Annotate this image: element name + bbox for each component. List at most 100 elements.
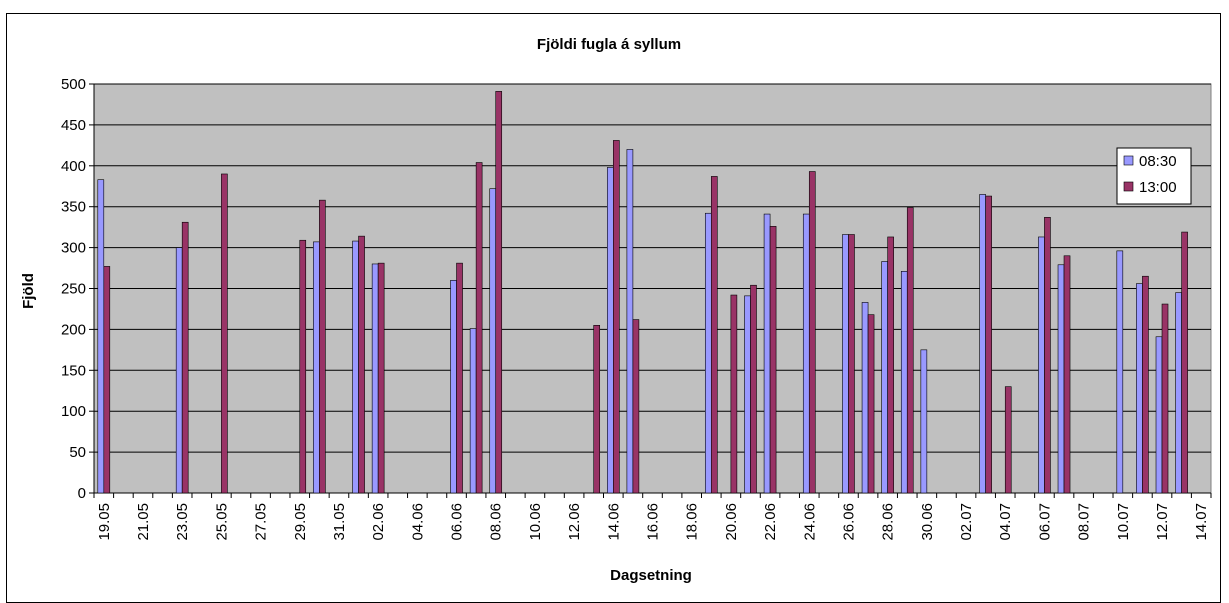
x-tick-label: 10.06 [527, 503, 544, 541]
y-tick-label: 500 [61, 76, 86, 93]
bar-1300-22.06 [769, 226, 777, 494]
y-tick-label: 100 [61, 403, 86, 420]
bar-0830-21.06 [744, 295, 751, 494]
x-tick-label: 23.05 [174, 503, 191, 541]
x-tick-label: 22.06 [762, 503, 779, 541]
bar-0830-07.06 [469, 328, 477, 494]
y-axis-title: Fjöld [20, 273, 37, 309]
bar-0830-19.06 [704, 212, 712, 494]
bar-1300-06.06 [456, 262, 463, 494]
x-tick-label: 24.06 [801, 503, 818, 541]
bar-0830-02.06 [371, 263, 379, 494]
bar-1300-23.05 [181, 221, 189, 494]
y-tick-label: 0 [78, 485, 86, 502]
bar-0830-08.06 [489, 188, 497, 494]
bar-1300-19.05 [103, 266, 111, 494]
bar-1300-27.06 [867, 314, 875, 494]
x-tick-label: 21.05 [135, 503, 152, 541]
bar-1300-03.07 [985, 195, 992, 494]
chart-title: Fjöldi fugla á syllum [537, 36, 681, 53]
bar-1300-15.06 [632, 319, 640, 494]
bar-1300-26.06 [848, 234, 855, 494]
x-tick-label: 12.07 [1154, 503, 1171, 541]
y-tick-label: 300 [61, 240, 86, 257]
x-tick-label: 04.07 [997, 503, 1014, 541]
y-tick-label: 450 [61, 117, 86, 134]
bar-0830-10.07 [1116, 250, 1124, 494]
legend-swatch-1300 [1123, 181, 1134, 192]
bar-1300-20.06 [730, 294, 738, 494]
bar-0830-03.07 [979, 194, 986, 494]
x-tick-label: 02.06 [370, 503, 387, 541]
bar-1300-28.06 [887, 236, 894, 494]
bar-1300-29.06 [906, 207, 914, 494]
x-tick-label: 19.05 [96, 503, 113, 541]
legend-label-0830: 08:30 [1139, 153, 1177, 170]
x-tick-label: 10.07 [1115, 503, 1132, 541]
bar-0830-15.06 [626, 149, 634, 494]
bar-1300-14.06 [613, 140, 620, 494]
x-tick-label: 02.07 [958, 503, 975, 541]
bar-1300-19.06 [710, 176, 718, 494]
bar-0830-26.06 [842, 234, 849, 494]
bar-1300-21.06 [750, 284, 757, 494]
bar-0830-06.07 [1038, 236, 1045, 494]
bar-0830-01.06 [352, 240, 359, 494]
bar-1300-06.07 [1044, 217, 1051, 494]
bar-0830-22.06 [763, 213, 771, 494]
bar-1300-12.07 [1161, 303, 1169, 494]
x-tick-label: 27.05 [253, 503, 270, 541]
bar-0830-30.06 [920, 349, 928, 494]
x-tick-label: 06.07 [1036, 503, 1053, 541]
legend: 08:30 13:00 [1116, 147, 1192, 205]
bar-0830-06.06 [450, 280, 457, 494]
bar-1300-24.06 [808, 171, 816, 494]
legend-label-1300: 13:00 [1139, 179, 1177, 196]
x-tick-label: 28.06 [880, 503, 897, 541]
bar-1300-01.06 [358, 235, 365, 494]
x-tick-label: 04.06 [409, 503, 426, 541]
y-tick-label: 250 [61, 281, 86, 298]
y-tick-label: 50 [69, 444, 86, 461]
bar-1300-02.06 [377, 262, 385, 494]
bar-1300-25.05 [221, 173, 228, 494]
y-tick-label: 400 [61, 158, 86, 175]
bar-0830-28.06 [881, 261, 888, 494]
x-tick-label: 29.05 [292, 503, 309, 541]
x-tick-label: 08.07 [1076, 503, 1093, 541]
bar-0830-11.07 [1136, 283, 1143, 494]
bar-0830-07.07 [1057, 264, 1065, 494]
x-tick-label: 12.06 [566, 503, 583, 541]
legend-swatch-0830 [1123, 155, 1134, 166]
x-tick-label: 31.05 [331, 503, 348, 541]
bar-1300-07.07 [1063, 255, 1071, 494]
bar-0830-13.07 [1175, 292, 1182, 494]
bar-1300-30.05 [319, 199, 326, 494]
bar-1300-04.07 [1004, 386, 1012, 494]
x-tick-label: 25.05 [213, 503, 230, 541]
bar-0830-14.06 [607, 167, 614, 494]
y-tick-label: 350 [61, 199, 86, 216]
x-tick-label: 06.06 [449, 503, 466, 541]
y-tick-label: 150 [61, 362, 86, 379]
y-tick-label: 200 [61, 321, 86, 338]
x-tick-label: 14.07 [1193, 503, 1210, 541]
bar-1300-13.07 [1181, 231, 1188, 494]
bar-0830-12.07 [1155, 336, 1163, 494]
x-tick-label: 14.06 [605, 503, 622, 541]
bar-1300-11.07 [1142, 275, 1149, 494]
bar-0830-29.06 [900, 271, 908, 494]
chart-frame: Fjöldi fugla á syllum Fjöld Dagsetning 0… [6, 13, 1221, 603]
bar-1300-29.05 [299, 239, 307, 494]
bar-1300-13.06 [593, 325, 601, 494]
x-tick-label: 08.06 [488, 503, 505, 541]
bar-0830-19.05 [97, 179, 105, 494]
x-tick-label: 26.06 [840, 503, 857, 541]
x-axis-title: Dagsetning [610, 567, 692, 584]
bar-0830-30.05 [313, 241, 320, 494]
bar-1300-07.06 [475, 162, 483, 494]
bar-0830-23.05 [175, 247, 183, 494]
bar-0830-27.06 [861, 302, 869, 494]
x-tick-label: 20.06 [723, 503, 740, 541]
x-tick-label: 16.06 [645, 503, 662, 541]
